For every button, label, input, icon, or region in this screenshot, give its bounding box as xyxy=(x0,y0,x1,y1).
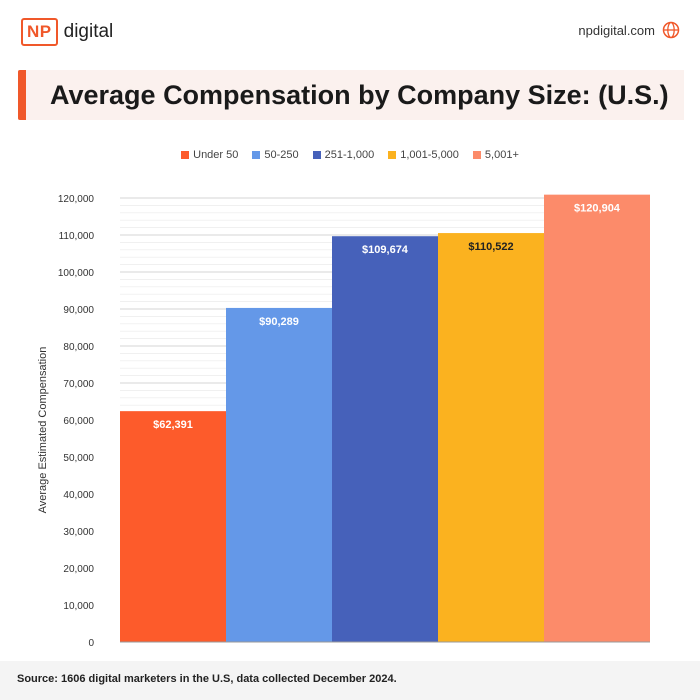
data-label: $62,391 xyxy=(153,419,193,431)
legend-swatch xyxy=(388,151,397,159)
header: NP digital npdigital.com xyxy=(0,0,700,64)
bar xyxy=(226,307,332,642)
legend-label: 1,001-5,000 xyxy=(400,149,459,161)
bar xyxy=(332,236,438,642)
legend-swatch xyxy=(472,151,481,159)
y-tick-label: 100,000 xyxy=(58,268,95,279)
y-tick-label: 60,000 xyxy=(63,416,94,427)
y-tick-label: 110,000 xyxy=(59,231,95,242)
legend-item: 251-1,000 xyxy=(312,149,375,161)
y-tick-label: 0 xyxy=(88,638,94,649)
legend-item: Under 50 xyxy=(181,149,238,161)
np-digital-logo[interactable]: NP digital xyxy=(21,18,113,46)
bar xyxy=(438,233,544,642)
title-band xyxy=(18,70,684,120)
legend-swatch xyxy=(312,151,321,159)
data-label: $120,904 xyxy=(574,203,621,215)
y-tick-label: 50,000 xyxy=(63,453,94,464)
footer: Source: 1606 digital marketers in the U.… xyxy=(0,661,700,700)
chart-title: Average Compensation by Company Size: (U… xyxy=(50,80,669,110)
y-tick-label: 40,000 xyxy=(63,490,94,501)
chart-legend: Under 50 50-250 251-1,000 1,001-5,000 5,001+ xyxy=(0,149,700,161)
globe-icon[interactable] xyxy=(662,21,680,39)
y-tick-label: 70,000 xyxy=(63,379,94,390)
data-label: $109,674 xyxy=(362,244,409,256)
bar-chart: 0 10,000 20,000 30,000 40,000 50,000 60,000 70,… xyxy=(37,194,650,649)
legend-item: 5,001+ xyxy=(472,149,519,161)
logo-mark: NP xyxy=(21,18,58,46)
y-tick-label: 90,000 xyxy=(63,305,94,316)
data-label: $110,522 xyxy=(468,241,513,253)
y-tick-label: 120,000 xyxy=(58,194,95,205)
site-url[interactable]: npdigital.com xyxy=(578,23,655,38)
y-tick-label: 10,000 xyxy=(63,601,94,612)
legend-label: 5,001+ xyxy=(484,149,519,161)
y-tick-label: 80,000 xyxy=(63,342,94,353)
bar xyxy=(120,411,226,642)
source-note: Source: 1606 digital marketers in the U.… xyxy=(17,673,397,685)
legend-label: Under 50 xyxy=(193,149,239,161)
y-tick-label: 30,000 xyxy=(63,527,94,538)
logo-word: digital xyxy=(63,21,114,42)
legend-swatch xyxy=(181,151,190,159)
y-axis-title: Average Estimated Compensation xyxy=(37,347,49,514)
title-accent xyxy=(18,70,26,120)
legend-label: 50-250 xyxy=(264,149,299,161)
legend-item: 50-250 xyxy=(252,149,299,161)
legend-label: 251-1,000 xyxy=(324,149,375,161)
data-label: $90,289 xyxy=(259,316,299,328)
legend-item: 1,001-5,000 xyxy=(388,149,459,161)
bar xyxy=(544,194,650,642)
legend-swatch xyxy=(252,151,261,159)
y-tick-label: 20,000 xyxy=(63,564,94,575)
